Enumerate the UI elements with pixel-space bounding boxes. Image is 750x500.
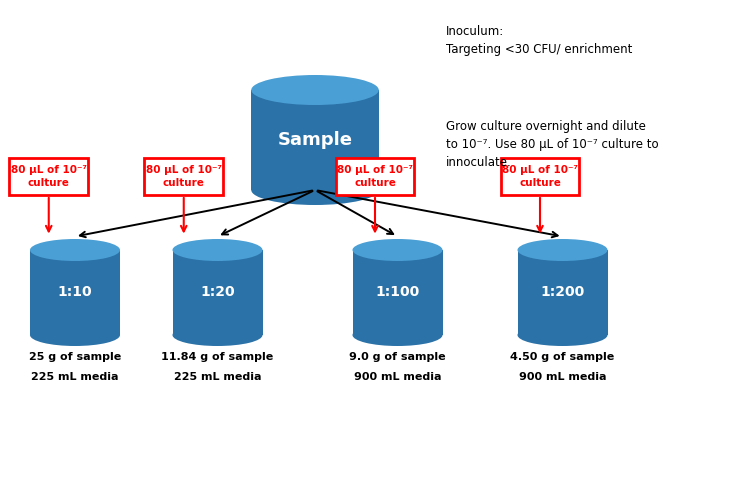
- Ellipse shape: [30, 239, 120, 261]
- Ellipse shape: [172, 239, 262, 261]
- Polygon shape: [518, 250, 608, 335]
- Text: 225 mL media: 225 mL media: [174, 372, 261, 382]
- Text: 80 μL of 10⁻⁷
culture: 80 μL of 10⁻⁷ culture: [337, 164, 413, 188]
- FancyBboxPatch shape: [336, 158, 414, 195]
- Ellipse shape: [352, 324, 442, 346]
- Text: 25 g of sample: 25 g of sample: [28, 352, 122, 362]
- FancyBboxPatch shape: [10, 158, 88, 195]
- Text: 80 μL of 10⁻⁷
culture: 80 μL of 10⁻⁷ culture: [146, 164, 222, 188]
- Text: 11.84 g of sample: 11.84 g of sample: [161, 352, 274, 362]
- Text: 1:200: 1:200: [540, 286, 585, 300]
- FancyBboxPatch shape: [501, 158, 579, 195]
- FancyBboxPatch shape: [144, 158, 224, 195]
- Text: Grow culture overnight and dilute
to 10⁻⁷. Use 80 μL of 10⁻⁷ culture to
innocula: Grow culture overnight and dilute to 10⁻…: [446, 120, 658, 169]
- Ellipse shape: [30, 324, 120, 346]
- Ellipse shape: [518, 239, 608, 261]
- Ellipse shape: [172, 324, 262, 346]
- Text: 80 μL of 10⁻⁷
culture: 80 μL of 10⁻⁷ culture: [502, 164, 578, 188]
- Polygon shape: [30, 250, 120, 335]
- Polygon shape: [352, 250, 442, 335]
- Text: 4.50 g of sample: 4.50 g of sample: [510, 352, 615, 362]
- Text: 1:20: 1:20: [200, 286, 235, 300]
- Text: Sample: Sample: [278, 131, 352, 149]
- Text: 9.0 g of sample: 9.0 g of sample: [350, 352, 445, 362]
- Ellipse shape: [352, 239, 442, 261]
- Text: 900 mL media: 900 mL media: [519, 372, 606, 382]
- Text: 900 mL media: 900 mL media: [354, 372, 441, 382]
- Text: 80 μL of 10⁻⁷
culture: 80 μL of 10⁻⁷ culture: [10, 164, 87, 188]
- Text: 225 mL media: 225 mL media: [32, 372, 118, 382]
- Polygon shape: [251, 90, 379, 190]
- Ellipse shape: [251, 75, 379, 105]
- Text: Inoculum:
Targeting <30 CFU/ enrichment: Inoculum: Targeting <30 CFU/ enrichment: [446, 25, 632, 56]
- Polygon shape: [172, 250, 262, 335]
- Text: 1:10: 1:10: [58, 286, 92, 300]
- Ellipse shape: [251, 175, 379, 205]
- Ellipse shape: [518, 324, 608, 346]
- Text: 1:100: 1:100: [375, 286, 420, 300]
